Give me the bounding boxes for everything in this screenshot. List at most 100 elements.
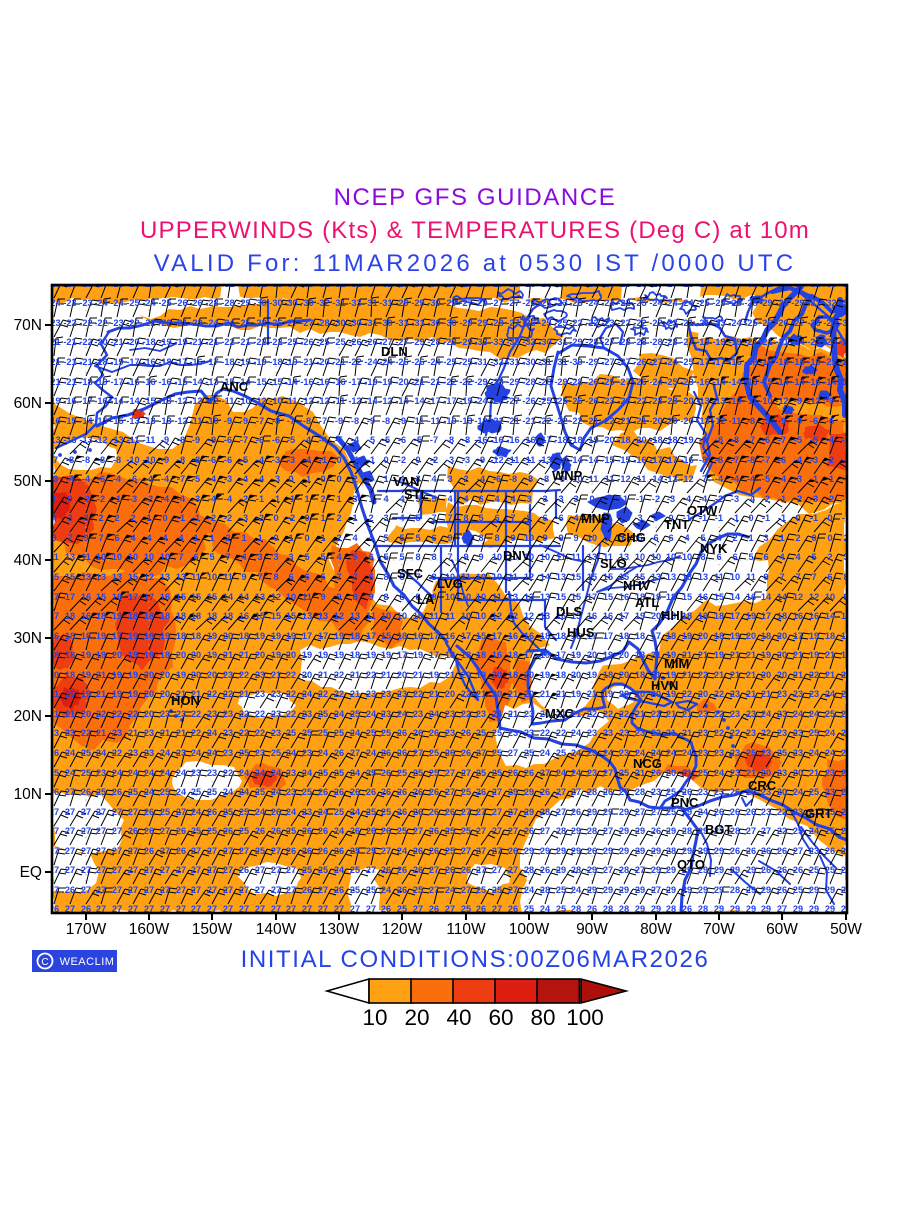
svg-text:2: 2 [843, 533, 848, 543]
svg-text:26: 26 [207, 807, 217, 817]
svg-text:-14: -14 [237, 377, 251, 387]
svg-text:-17: -17 [79, 396, 92, 406]
svg-text:10: 10 [461, 592, 471, 602]
svg-text:NCG: NCG [633, 756, 662, 771]
svg-text:26: 26 [302, 846, 312, 856]
svg-text:-8: -8 [66, 455, 74, 465]
svg-text:-23: -23 [664, 396, 677, 406]
svg-text:21: 21 [571, 709, 581, 719]
svg-text:-13: -13 [79, 435, 92, 445]
svg-text:-22: -22 [126, 318, 139, 328]
svg-text:16: 16 [524, 631, 534, 641]
svg-text:23: 23 [223, 670, 233, 680]
svg-text:24: 24 [429, 709, 440, 719]
svg-text:16: 16 [160, 592, 170, 602]
svg-text:-9: -9 [794, 396, 802, 406]
svg-text:13: 13 [841, 611, 851, 621]
svg-text:24: 24 [651, 748, 662, 758]
svg-text:-11: -11 [143, 435, 156, 445]
svg-text:-8: -8 [113, 455, 121, 465]
svg-text:23: 23 [207, 768, 217, 778]
svg-text:27: 27 [112, 807, 122, 817]
svg-text:18: 18 [540, 631, 550, 641]
svg-text:-25: -25 [680, 357, 693, 367]
svg-text:27: 27 [96, 826, 106, 836]
svg-text:-2: -2 [240, 494, 248, 504]
svg-text:-19: -19 [364, 377, 377, 387]
svg-text:11: 11 [81, 552, 91, 562]
svg-text:28: 28 [603, 904, 613, 914]
svg-text:4: 4 [447, 494, 453, 504]
svg-text:25: 25 [255, 787, 265, 797]
svg-text:24: 24 [176, 768, 187, 778]
svg-text:-8: -8 [382, 416, 390, 426]
svg-text:16: 16 [81, 592, 91, 602]
svg-text:4: 4 [162, 533, 168, 543]
svg-text:-31: -31 [506, 357, 519, 367]
svg-text:27: 27 [492, 807, 502, 817]
svg-text:13: 13 [318, 611, 328, 621]
svg-text:25: 25 [318, 768, 328, 778]
svg-text:SLO: SLO [600, 556, 627, 571]
svg-text:1: 1 [209, 533, 214, 543]
svg-text:-2: -2 [826, 455, 834, 465]
svg-text:-21: -21 [237, 337, 250, 347]
svg-text:-13: -13 [538, 455, 551, 465]
svg-text:20: 20 [777, 670, 787, 680]
svg-text:15: 15 [635, 572, 645, 582]
svg-text:21: 21 [96, 728, 106, 738]
svg-text:-23: -23 [617, 396, 630, 406]
svg-text:29: 29 [651, 904, 661, 914]
svg-text:-1: -1 [842, 494, 850, 504]
svg-text:20: 20 [698, 631, 708, 641]
svg-text:27: 27 [461, 846, 471, 856]
svg-text:10: 10 [286, 592, 296, 602]
svg-text:26: 26 [334, 787, 344, 797]
svg-text:-24: -24 [649, 298, 663, 308]
svg-text:25: 25 [397, 826, 407, 836]
svg-text:26: 26 [366, 826, 376, 836]
svg-text:-25: -25 [538, 279, 551, 289]
svg-text:24: 24 [207, 748, 218, 758]
svg-text:13: 13 [350, 611, 360, 621]
svg-text:24: 24 [318, 807, 329, 817]
svg-text:-21: -21 [823, 357, 836, 367]
svg-text:25: 25 [445, 826, 455, 836]
svg-text:26: 26 [223, 826, 233, 836]
svg-text:28: 28 [698, 904, 708, 914]
svg-text:19: 19 [540, 650, 550, 660]
svg-text:-21: -21 [63, 357, 76, 367]
svg-text:-2: -2 [145, 494, 153, 504]
svg-text:-29: -29 [443, 279, 456, 289]
svg-text:70N: 70N [14, 317, 42, 334]
svg-text:27: 27 [476, 826, 486, 836]
svg-text:23: 23 [730, 768, 740, 778]
svg-text:0: 0 [288, 474, 293, 484]
svg-text:-14: -14 [79, 416, 93, 426]
svg-text:-26: -26 [569, 396, 582, 406]
svg-text:22: 22 [461, 689, 471, 699]
svg-text:-19: -19 [237, 357, 250, 367]
svg-text:1: 1 [336, 494, 341, 504]
svg-text:15: 15 [603, 572, 613, 582]
svg-text:-24: -24 [474, 396, 488, 406]
svg-text:0: 0 [320, 474, 325, 484]
svg-text:-2: -2 [287, 513, 295, 523]
svg-text:18: 18 [128, 611, 138, 621]
svg-text:40: 40 [446, 1005, 471, 1030]
svg-text:16: 16 [587, 611, 597, 621]
svg-text:22: 22 [239, 709, 249, 719]
svg-text:12: 12 [793, 592, 803, 602]
svg-text:-4: -4 [794, 455, 803, 465]
svg-text:16: 16 [746, 592, 756, 602]
svg-text:26: 26 [603, 787, 613, 797]
svg-text:-20: -20 [680, 416, 693, 426]
svg-text:26: 26 [524, 826, 534, 836]
svg-text:23: 23 [714, 787, 724, 797]
svg-text:-10: -10 [569, 474, 582, 484]
svg-text:-13: -13 [110, 435, 123, 445]
svg-text:27: 27 [651, 807, 661, 817]
svg-text:QTO: QTO [677, 857, 705, 872]
svg-text:22: 22 [587, 709, 597, 719]
svg-text:15: 15 [556, 592, 566, 602]
